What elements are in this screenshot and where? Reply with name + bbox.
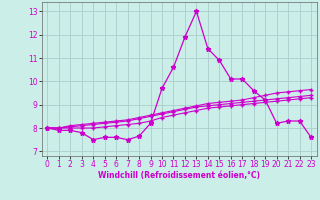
X-axis label: Windchill (Refroidissement éolien,°C): Windchill (Refroidissement éolien,°C) — [98, 171, 260, 180]
